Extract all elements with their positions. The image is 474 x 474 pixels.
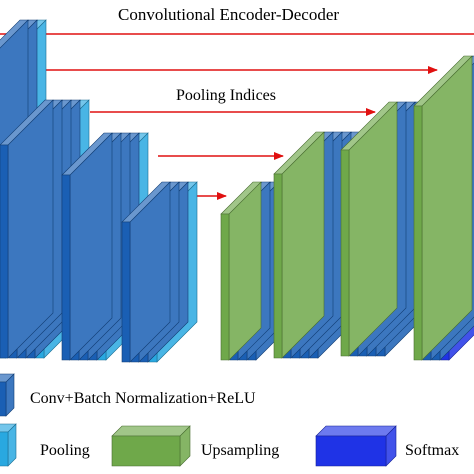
conv-layer — [121, 181, 171, 363]
legend-swatches — [0, 373, 397, 467]
pooling-indices-arrows — [38, 66, 438, 200]
encoder-block-4 — [121, 181, 198, 363]
network-layers — [0, 19, 474, 363]
legend-softmax-swatch — [315, 425, 397, 467]
upsampling-layer — [220, 181, 262, 361]
conv-layer — [0, 99, 54, 359]
decoder-block-4 — [413, 55, 474, 361]
legend-pooling-swatch — [0, 423, 17, 467]
conv-layer — [61, 132, 113, 361]
legend-upsampling-label: Upsampling — [201, 442, 280, 459]
pooling-indices-label: Pooling Indices — [176, 87, 276, 104]
legend-conv-label: Conv+Batch Normalization+ReLU — [30, 390, 256, 407]
upsampling-layer — [413, 55, 473, 361]
legend-conv-swatch — [0, 373, 15, 417]
legend-upsampling-swatch — [111, 425, 191, 467]
legend-softmax-label: Softmax — [405, 442, 460, 459]
upsampling-layer — [340, 101, 398, 357]
upsampling-layer — [273, 131, 325, 359]
encoder-block-3 — [61, 132, 149, 361]
legend-pooling-label: Pooling — [40, 442, 90, 459]
diagram-title: Convolutional Encoder-Decoder — [118, 5, 340, 24]
